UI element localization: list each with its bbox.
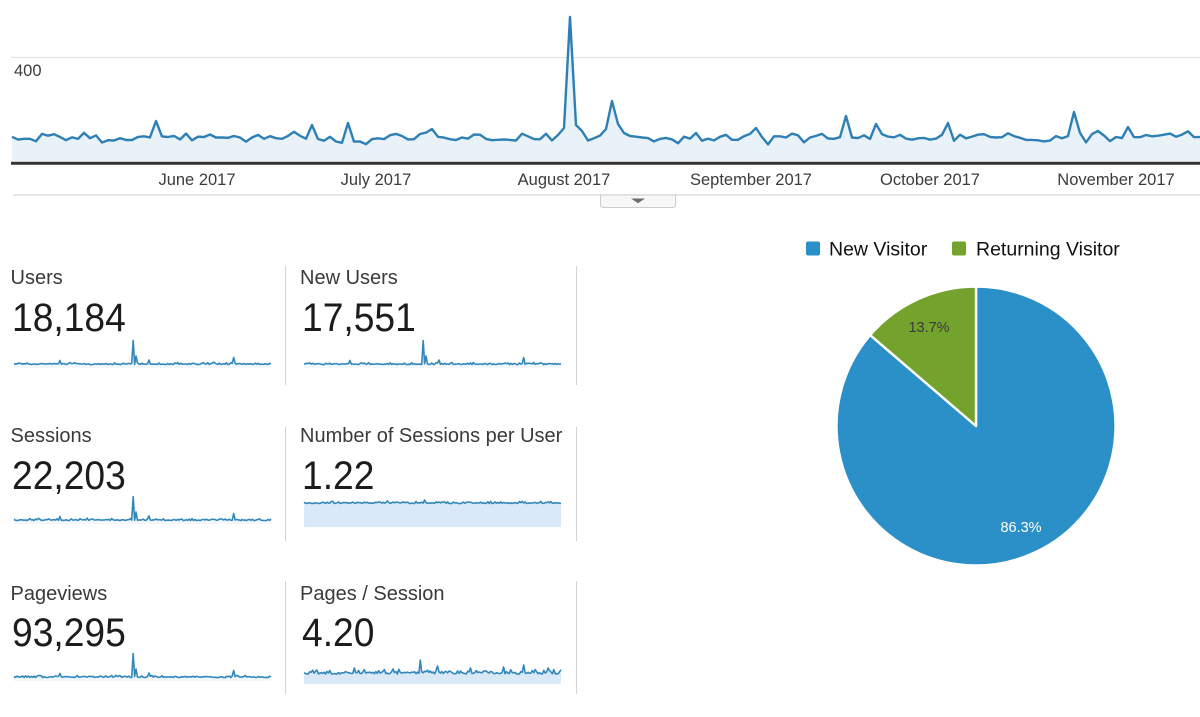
svg-text:400: 400 bbox=[14, 62, 42, 80]
svg-text:July 2017: July 2017 bbox=[341, 171, 412, 189]
svg-text:13.7%: 13.7% bbox=[908, 320, 949, 336]
svg-text:September 2017: September 2017 bbox=[690, 171, 812, 189]
svg-text:October 2017: October 2017 bbox=[880, 171, 980, 189]
svg-text:June 2017: June 2017 bbox=[158, 171, 235, 189]
svg-text:86.3%: 86.3% bbox=[1000, 520, 1041, 536]
svg-text:New Visitor: New Visitor bbox=[829, 239, 928, 261]
svg-text:August 2017: August 2017 bbox=[518, 171, 611, 189]
svg-text:Returning Visitor: Returning Visitor bbox=[976, 239, 1120, 261]
svg-text:November 2017: November 2017 bbox=[1057, 171, 1174, 189]
